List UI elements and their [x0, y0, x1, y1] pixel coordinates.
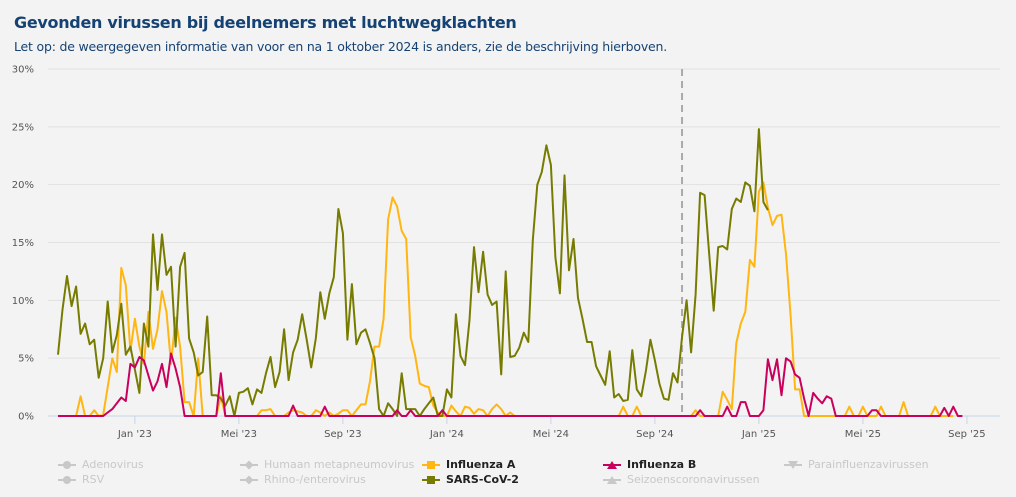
y-axis: 0% 5% 10% 15% 20% 25% 30%	[12, 65, 34, 423]
x-tick-label: Mei '24	[533, 429, 569, 440]
y-tick-label: 25%	[12, 122, 34, 133]
series-lines	[57, 128, 963, 417]
square-marker-icon	[422, 460, 440, 470]
legend-label: Parainfluenzavirussen	[808, 458, 929, 471]
legend-label: Humaan metapneumovirus	[264, 458, 415, 471]
legend-item-adenovirus[interactable]: Adenovirus	[58, 458, 144, 471]
circle-marker-icon	[58, 460, 76, 470]
series-line-influenza-a[interactable]	[58, 181, 954, 417]
x-tick-label: Jan '23	[117, 429, 152, 440]
legend-item-influenza-b[interactable]: Influenza B	[603, 458, 696, 471]
legend-item-rsv[interactable]: RSV	[58, 473, 104, 486]
x-tick-label: Mei '23	[221, 429, 257, 440]
legend-label: Adenovirus	[82, 458, 144, 471]
y-tick-label: 0%	[18, 412, 34, 423]
legend-item-influenza-a[interactable]: Influenza A	[422, 458, 515, 471]
series-line-influenza-b[interactable]	[58, 352, 963, 417]
triangle-down-marker-icon	[784, 460, 802, 470]
gridlines	[48, 68, 1000, 417]
x-tick-label: Jan '25	[741, 429, 776, 440]
diamond-marker-icon	[240, 474, 258, 485]
triangle-marker-icon	[603, 460, 621, 470]
legend-item-rhino-enterovirus[interactable]: Rhino-/enterovirus	[240, 473, 366, 486]
chart-subtitle: Let op: de weergegeven informatie van vo…	[14, 39, 668, 54]
series-line-sars-cov-2[interactable]	[57, 128, 769, 417]
x-axis: Jan '23 Mei '23 Sep '23 Jan '24 Mei '24 Sep '…	[117, 416, 986, 440]
legend-label: Influenza B	[627, 458, 697, 471]
chart-title: Gevonden virussen bij deelnemers met luc…	[14, 13, 517, 32]
legend-item-seizoenscoronavirussen[interactable]: Seizoenscoronavirussen	[603, 473, 760, 486]
x-tick-label: Mei '25	[845, 429, 881, 440]
diamond-marker-icon	[240, 459, 258, 470]
legend-label: SARS-CoV-2	[446, 473, 519, 486]
legend-label: RSV	[82, 473, 105, 486]
legend-item-humaan-metapneumovirus[interactable]: Humaan metapneumovirus	[240, 458, 414, 471]
y-tick-label: 10%	[12, 296, 34, 307]
y-tick-label: 15%	[12, 238, 34, 249]
y-tick-label: 20%	[12, 180, 34, 191]
x-tick-label: Jan '24	[429, 429, 464, 440]
legend-label: Seizoenscoronavirussen	[627, 473, 760, 486]
x-tick-label: Sep '23	[324, 429, 362, 440]
square-marker-icon	[422, 475, 440, 485]
legend: Adenovirus RSV Humaan metapneumovirus Rh…	[0, 456, 1016, 492]
legend-item-sars-cov-2[interactable]: SARS-CoV-2	[422, 473, 519, 486]
y-tick-label: 5%	[18, 354, 34, 365]
line-chart: 0% 5% 10% 15% 20% 25% 30% Jan '23 Mei '23 Sep '2…	[12, 65, 1000, 440]
legend-item-parainfluenzavirussen[interactable]: Parainfluenzavirussen	[784, 458, 929, 471]
circle-marker-icon	[58, 475, 76, 485]
triangle-marker-icon	[603, 475, 621, 485]
legend-label: Rhino-/enterovirus	[264, 473, 366, 486]
y-tick-label: 30%	[12, 65, 34, 76]
legend-label: Influenza A	[446, 458, 516, 471]
x-tick-label: Sep '25	[948, 429, 986, 440]
x-tick-label: Sep '24	[636, 429, 674, 440]
